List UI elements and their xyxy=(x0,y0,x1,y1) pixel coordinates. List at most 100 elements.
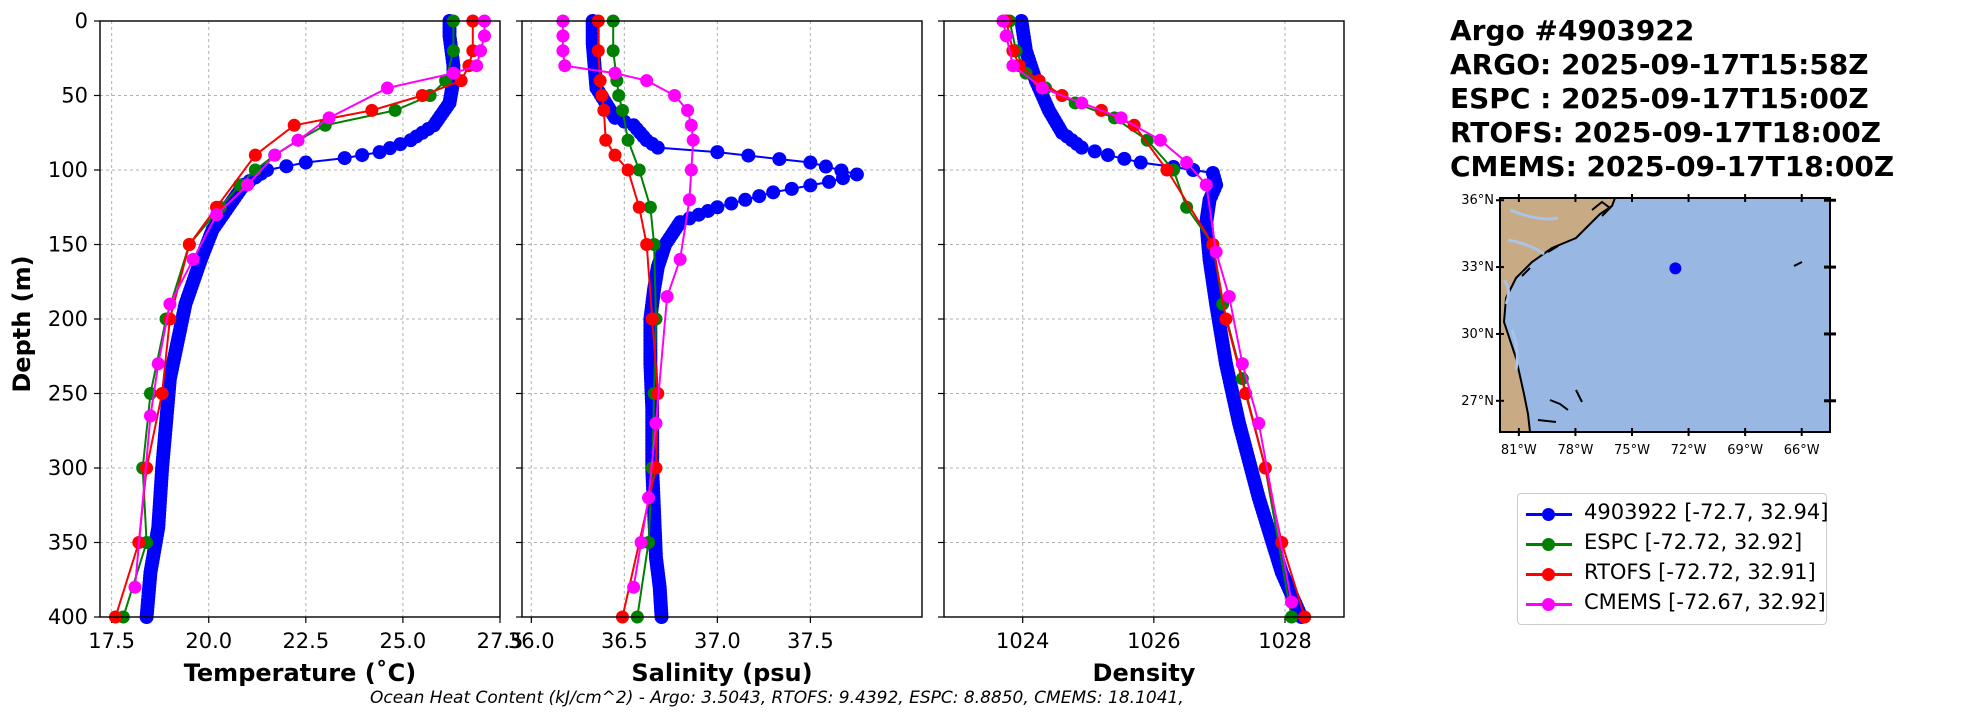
data-point xyxy=(741,148,756,163)
data-point xyxy=(643,200,657,214)
data-point xyxy=(849,167,864,182)
legend: 4903922 [-72.7, 32.94] ESPC [-72.72, 32.… xyxy=(1517,493,1828,625)
data-point xyxy=(818,159,833,174)
map-frame xyxy=(1499,197,1831,433)
y-tick-label: 200 xyxy=(48,307,88,331)
data-point xyxy=(738,192,753,207)
map-lon-label: 72°W xyxy=(1671,443,1707,458)
series-cmems xyxy=(996,14,1299,609)
data-point xyxy=(803,155,818,170)
data-point xyxy=(1180,156,1194,170)
y-tick-label: 100 xyxy=(48,158,88,182)
data-point xyxy=(1140,133,1154,147)
legend-item-cmems: CMEMS [-72.67, 32.92] xyxy=(1518,588,1826,618)
data-point xyxy=(668,89,682,102)
data-point xyxy=(287,118,301,132)
legend-marker xyxy=(1542,538,1555,551)
data-point xyxy=(1252,416,1266,430)
data-point xyxy=(632,163,646,177)
data-point xyxy=(752,189,767,204)
data-point xyxy=(803,178,818,193)
legend-marker xyxy=(1542,568,1555,581)
y-tick-label: 400 xyxy=(48,605,88,629)
data-point xyxy=(337,151,352,166)
x-tick-label: 37.0 xyxy=(694,629,741,653)
data-point xyxy=(210,208,224,222)
map-lon-label: 78°W xyxy=(1557,443,1593,458)
depth-axis-label: Depth (m) xyxy=(8,255,36,392)
data-point xyxy=(1074,140,1089,155)
data-point xyxy=(151,357,165,371)
data-point xyxy=(279,159,294,174)
data-point xyxy=(599,133,613,147)
plot-area xyxy=(996,14,1312,624)
data-point xyxy=(640,238,654,251)
data-point xyxy=(612,89,626,102)
data-point xyxy=(470,59,484,73)
legend-label: RTOFS [-72.72, 32.91] xyxy=(1584,560,1816,584)
data-point xyxy=(593,74,607,88)
data-point xyxy=(660,290,674,304)
data-point xyxy=(772,152,787,167)
y-tick-label: 350 xyxy=(48,531,88,555)
plot-area xyxy=(109,14,491,624)
data-point xyxy=(556,29,570,43)
data-point xyxy=(627,580,641,594)
data-point xyxy=(591,44,605,58)
data-point xyxy=(1087,144,1102,159)
data-point xyxy=(621,163,635,177)
series-cmems xyxy=(128,14,491,594)
series-line xyxy=(134,21,486,588)
data-point xyxy=(634,536,648,549)
data-point xyxy=(1153,133,1167,147)
data-point xyxy=(597,103,611,117)
x-tick-label: 22.5 xyxy=(282,629,329,653)
data-point xyxy=(1199,178,1213,192)
map-ticks: 36°N 33°N 30°N 27°N 81°W 78°W 75°W 72°W 69°W 66°W xyxy=(1461,193,1836,458)
data-point xyxy=(380,81,394,95)
x-tick-label: 37.5 xyxy=(787,629,834,653)
panel-frame xyxy=(943,20,1345,618)
data-point xyxy=(1160,163,1174,177)
data-point xyxy=(155,387,169,400)
data-point xyxy=(186,252,200,266)
data-point xyxy=(682,193,696,207)
data-point xyxy=(686,133,700,147)
cmems-time: CMEMS: 2025-09-17T18:00Z xyxy=(1450,150,1895,183)
map-bahamas xyxy=(1537,261,1803,423)
data-point xyxy=(182,238,196,251)
espc-time: ESPC : 2025-09-17T15:00Z xyxy=(1450,82,1869,115)
data-point xyxy=(645,312,659,326)
map-lat-label: 33°N xyxy=(1461,260,1494,275)
data-point xyxy=(1235,357,1249,371)
legend-marker xyxy=(1542,598,1555,611)
data-point xyxy=(999,29,1013,43)
data-point xyxy=(724,196,739,211)
data-point xyxy=(556,44,570,58)
data-point xyxy=(1133,155,1148,170)
map-coast-detail xyxy=(1521,200,1612,277)
x-tick-label: 17.5 xyxy=(88,629,135,653)
data-point xyxy=(291,133,305,147)
data-point xyxy=(1006,59,1020,73)
data-point xyxy=(615,103,629,117)
data-point xyxy=(355,148,370,163)
legend-item-argo: 4903922 [-72.7, 32.94] xyxy=(1518,498,1828,528)
data-point xyxy=(684,118,698,132)
data-point xyxy=(1222,290,1236,304)
data-point xyxy=(632,200,646,214)
data-point xyxy=(1285,595,1299,609)
data-point xyxy=(248,148,262,162)
data-point xyxy=(241,178,255,192)
data-point xyxy=(640,74,654,88)
data-point xyxy=(650,140,665,155)
data-point xyxy=(372,145,387,160)
y-tick-label: 250 xyxy=(48,382,88,406)
data-point xyxy=(621,133,635,147)
x-tick-label: 25.0 xyxy=(380,629,427,653)
argo-title: Argo #4903922 xyxy=(1450,14,1695,47)
data-point xyxy=(474,44,488,58)
data-point xyxy=(595,89,609,102)
map-lon-label: 66°W xyxy=(1784,443,1820,458)
